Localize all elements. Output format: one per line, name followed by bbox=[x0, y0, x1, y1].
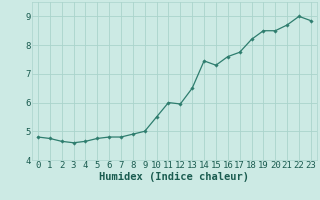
X-axis label: Humidex (Indice chaleur): Humidex (Indice chaleur) bbox=[100, 172, 249, 182]
